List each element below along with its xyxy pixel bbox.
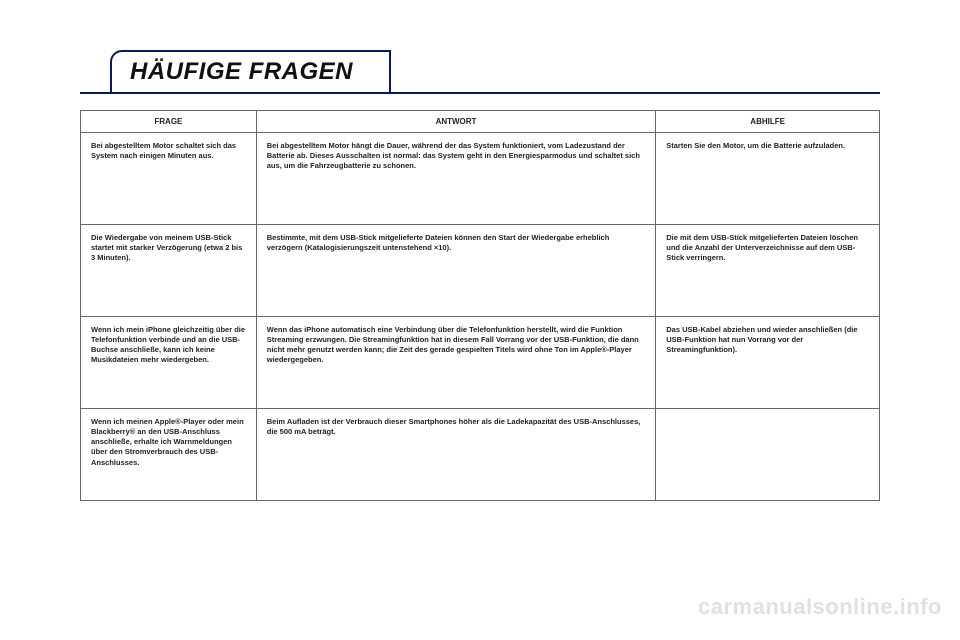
cell-remedy: Die mit dem USB-Stick mitgelieferten Dat… <box>656 225 880 317</box>
cell-remedy: Starten Sie den Motor, um die Batterie a… <box>656 133 880 225</box>
cell-question: Die Wiedergabe von meinem USB-Stick star… <box>81 225 257 317</box>
cell-remedy: Das USB-Kabel abziehen und wieder anschl… <box>656 317 880 409</box>
cell-question: Bei abgestelltem Motor schaltet sich das… <box>81 133 257 225</box>
cell-question: Wenn ich meinen Apple®-Player oder mein … <box>81 409 257 501</box>
col-header-question: FRAGE <box>81 111 257 133</box>
cell-answer: Wenn das iPhone automatisch eine Verbind… <box>256 317 656 409</box>
table-row: Bei abgestelltem Motor schaltet sich das… <box>81 133 880 225</box>
table-row: Die Wiedergabe von meinem USB-Stick star… <box>81 225 880 317</box>
watermark: carmanualsonline.info <box>698 594 942 620</box>
title-bar: HÄUFIGE FRAGEN <box>80 50 880 98</box>
cell-remedy <box>656 409 880 501</box>
table-header-row: FRAGE ANTWORT ABHILFE <box>81 111 880 133</box>
cell-answer: Bei abgestelltem Motor hängt die Dauer, … <box>256 133 656 225</box>
cell-answer: Beim Aufladen ist der Verbrauch dieser S… <box>256 409 656 501</box>
col-header-remedy: ABHILFE <box>656 111 880 133</box>
table-row: Wenn ich meinen Apple®-Player oder mein … <box>81 409 880 501</box>
title-tab: HÄUFIGE FRAGEN <box>110 50 391 92</box>
col-header-answer: ANTWORT <box>256 111 656 133</box>
title-rule-right <box>544 92 880 94</box>
cell-answer: Bestimmte, mit dem USB-Stick mitgeliefer… <box>256 225 656 317</box>
page-title: HÄUFIGE FRAGEN <box>130 58 353 86</box>
faq-table: FRAGE ANTWORT ABHILFE Bei abgestelltem M… <box>80 110 880 501</box>
cell-question: Wenn ich mein iPhone gleichzeitig über d… <box>81 317 257 409</box>
table-row: Wenn ich mein iPhone gleichzeitig über d… <box>81 317 880 409</box>
